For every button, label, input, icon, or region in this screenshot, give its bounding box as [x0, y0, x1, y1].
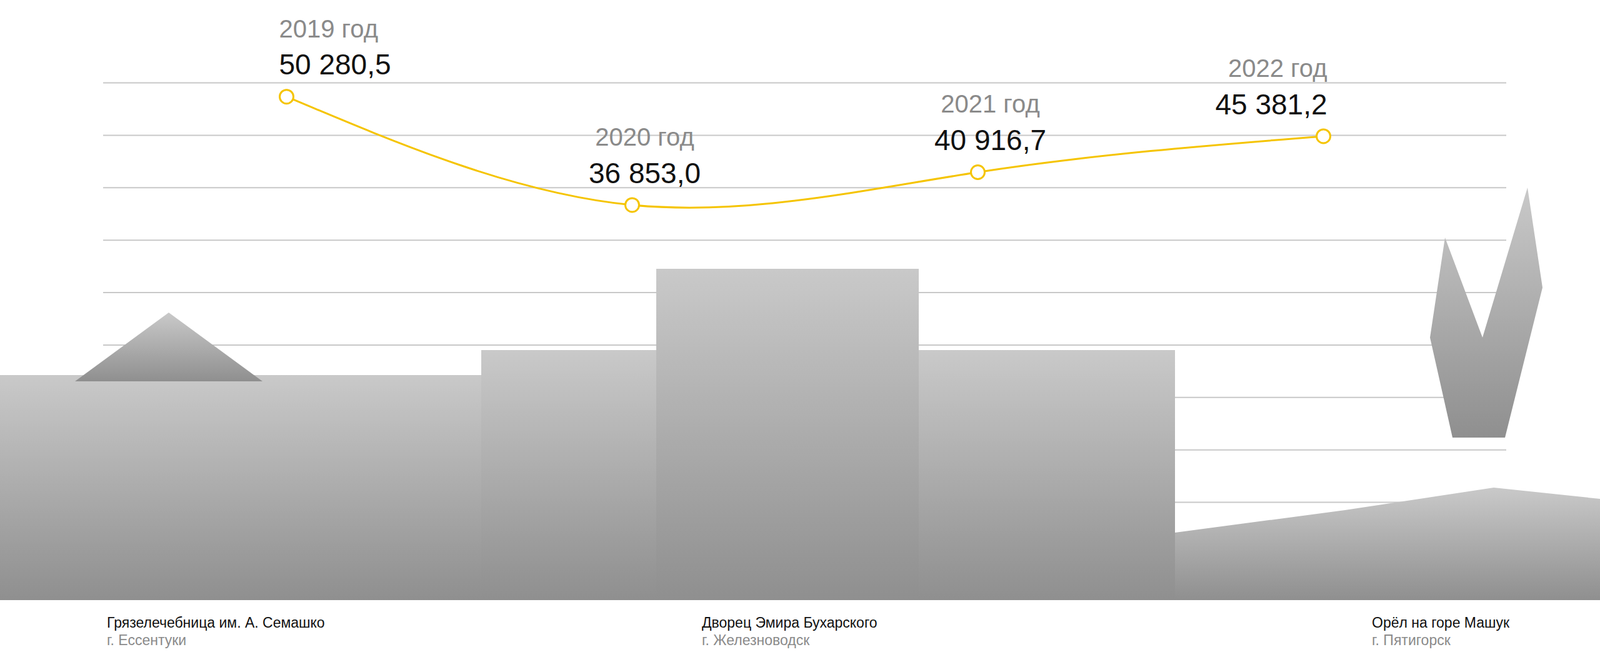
svg-text:2022 год: 2022 год: [1228, 54, 1328, 82]
svg-text:2019 год: 2019 год: [279, 14, 379, 42]
html-text:г. Железноводск: г. Железноводск: [701, 631, 810, 649]
html-text:Дворец Эмира Бухарского: Дворец Эмира Бухарского: [701, 614, 878, 631]
svg-text:2020 год: 2020 год: [595, 123, 695, 151]
svg-text:50 280,5: 50 280,5: [279, 48, 392, 81]
html-text:г. Пятигорск: г. Пятигорск: [1371, 631, 1451, 649]
svg-text:36 853,0: 36 853,0: [588, 156, 701, 190]
svg-text:45 381,2: 45 381,2: [1215, 88, 1327, 121]
html-text:Грязелечебница им. А. Семашко: Грязелечебница им. А. Семашко: [106, 614, 325, 631]
html-text:г. Ессентуки: г. Ессентуки: [106, 631, 187, 649]
html-text:Орёл на горе Машук: Орёл на горе Машук: [1371, 614, 1510, 631]
svg-text:40 916,7: 40 916,7: [934, 123, 1047, 157]
svg-text:2021 год: 2021 год: [940, 90, 1040, 118]
